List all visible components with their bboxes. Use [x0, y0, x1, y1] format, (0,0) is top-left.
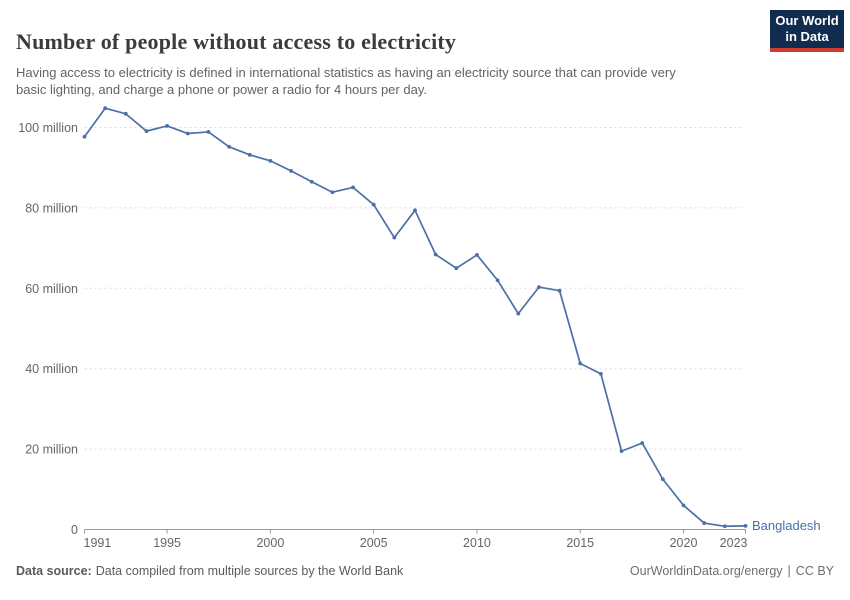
data-point-2023[interactable] — [743, 523, 748, 528]
data-point-2022[interactable] — [722, 524, 727, 529]
y-axis-tick-label: 60 million — [25, 282, 78, 296]
data-point-2020[interactable] — [681, 503, 686, 508]
data-point-1993[interactable] — [123, 111, 128, 116]
data-point-2006[interactable] — [392, 235, 397, 240]
data-point-1994[interactable] — [144, 129, 149, 134]
data-point-1996[interactable] — [185, 131, 190, 136]
data-point-2016[interactable] — [599, 372, 603, 376]
footer-attribution: OurWorldinData.org/energy | CC BY — [630, 564, 834, 578]
owid-logo[interactable]: Our World in Data — [770, 10, 844, 52]
data-point-2004[interactable] — [351, 185, 355, 190]
data-point-2012[interactable] — [516, 311, 521, 316]
data-point-2009[interactable] — [454, 266, 459, 271]
data-point-2008[interactable] — [433, 252, 438, 257]
data-point-2014[interactable] — [557, 288, 562, 293]
data-point-2017[interactable] — [619, 449, 624, 454]
chart-subtitle: Having access to electricity is defined … — [16, 65, 676, 97]
data-point-2007[interactable] — [413, 208, 417, 213]
y-axis-tick-label: 40 million — [25, 362, 78, 376]
data-point-2005[interactable] — [371, 202, 376, 207]
data-line-bangladesh[interactable] — [83, 107, 747, 528]
data-source-text: Data compiled from multiple sources by t… — [95, 564, 404, 578]
data-source-note: Data source: Data compiled from multiple … — [16, 564, 403, 578]
data-point-1995[interactable] — [165, 123, 170, 128]
x-axis-tick-label: 2000 — [256, 536, 284, 550]
data-point-2015[interactable] — [578, 361, 583, 366]
owid-logo-line2: in Data — [785, 29, 829, 44]
y-axis-tick-label: 0 — [71, 523, 78, 537]
owid-url-link[interactable]: OurWorldinData.org/energy — [629, 564, 783, 578]
data-point-2002[interactable] — [309, 179, 314, 184]
data-point-1991[interactable] — [82, 134, 87, 139]
y-axis-tick-label: 100 million — [18, 121, 78, 135]
license-label: CC BY — [795, 564, 834, 578]
data-point-2018[interactable] — [640, 441, 645, 445]
y-axis-tick-label: 80 million — [25, 201, 78, 215]
x-axis-tick-label: 1991 — [84, 536, 112, 550]
x-axis-tick-label: 2015 — [566, 536, 594, 550]
footer-separator: | — [787, 564, 791, 578]
footer: Data source: Data compiled from multiple … — [16, 564, 834, 578]
owid-logo-line1: Our World — [775, 13, 839, 28]
data-point-1992[interactable] — [103, 106, 108, 111]
chart-plot-area[interactable]: 0 20 million 40 million 60 million 80 millio… — [0, 93, 850, 558]
data-point-2001[interactable] — [289, 169, 293, 173]
page-title: Number of people without access to elect… — [16, 28, 457, 54]
series-label-bangladesh[interactable]: Bangladesh — [752, 518, 821, 533]
data-point-2010[interactable] — [475, 253, 479, 257]
data-point-2019[interactable] — [660, 477, 665, 482]
x-axis-tick-label: 2020 — [670, 536, 698, 550]
data-point-2011[interactable] — [495, 278, 500, 283]
x-axis-tick-label: 1995 — [153, 536, 181, 550]
data-source-label: Data source: — [16, 564, 92, 578]
data-point-2000[interactable] — [268, 158, 273, 163]
x-axis-tick-label: 2023 — [720, 536, 748, 550]
data-point-2003[interactable] — [330, 190, 335, 195]
data-point-1998[interactable] — [227, 144, 231, 149]
x-axis-tick-label: 2010 — [463, 536, 491, 550]
data-point-1997[interactable] — [206, 130, 211, 134]
data-point-2013[interactable] — [537, 285, 541, 289]
y-axis-tick-label: 20 million — [25, 443, 78, 457]
data-point-1999[interactable] — [247, 152, 252, 157]
x-axis-tick-label: 2005 — [360, 536, 388, 550]
data-point-2021[interactable] — [702, 521, 707, 525]
